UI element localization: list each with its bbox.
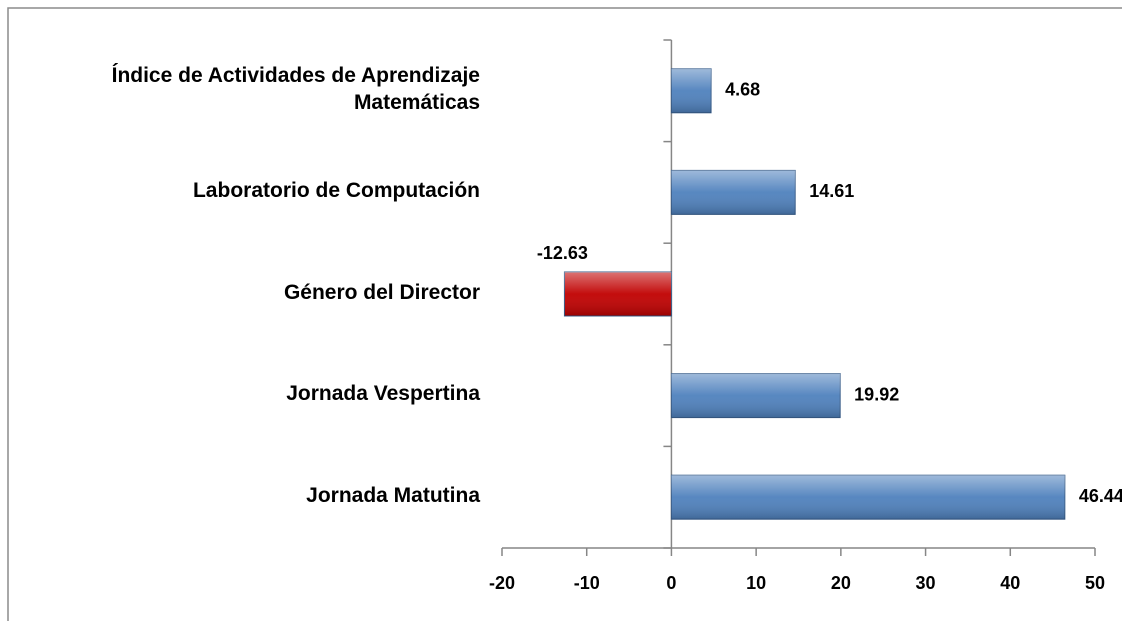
x-tick-label: 10 [746, 573, 766, 593]
x-tick-label: 40 [1000, 573, 1020, 593]
x-tick-label: 50 [1085, 573, 1105, 593]
value-label: 46.44 [1079, 486, 1122, 506]
x-tick-label: 20 [831, 573, 851, 593]
x-tick-label: -20 [489, 573, 515, 593]
bar-shine [564, 272, 672, 316]
x-tick-label: 30 [916, 573, 936, 593]
category-label: Género del Director [283, 280, 480, 304]
bar-shine [671, 170, 796, 215]
x-tick-label: -10 [574, 573, 600, 593]
value-label: 19.92 [854, 384, 899, 404]
bar-shine [671, 68, 712, 113]
chart-border [7, 7, 1122, 621]
value-label: 14.61 [809, 181, 854, 201]
category-label: Jornada Matutina [306, 483, 480, 507]
category-label: Laboratorio de Computación [192, 178, 480, 202]
x-tick-label: 0 [666, 573, 676, 593]
category-label: Índice de Actividades de Aprendizaje Mat… [111, 63, 480, 114]
value-label: -12.63 [537, 243, 588, 263]
bar-shine [671, 373, 841, 418]
value-label: 4.68 [725, 80, 760, 100]
category-label: Jornada Vespertina [286, 382, 480, 406]
bar-shine [671, 475, 1065, 520]
